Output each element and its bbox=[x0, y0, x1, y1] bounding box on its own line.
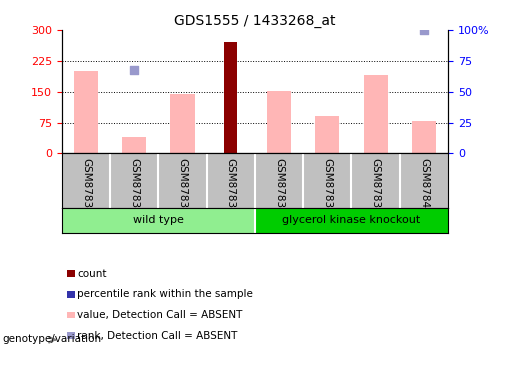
Bar bbox=[315, 116, 339, 153]
Bar bbox=[170, 94, 195, 153]
Text: genotype/variation: genotype/variation bbox=[3, 334, 101, 344]
Bar bbox=[224, 42, 237, 153]
Text: GSM87833: GSM87833 bbox=[81, 158, 91, 214]
Bar bbox=[267, 91, 291, 153]
Bar bbox=[255, 208, 448, 232]
Point bbox=[323, 2, 332, 8]
Text: GSM87840: GSM87840 bbox=[419, 158, 429, 214]
Bar bbox=[122, 137, 146, 153]
Bar bbox=[412, 122, 436, 153]
Text: percentile rank within the sample: percentile rank within the sample bbox=[77, 290, 253, 299]
Text: glycerol kinase knockout: glycerol kinase knockout bbox=[282, 215, 421, 225]
Title: GDS1555 / 1433268_at: GDS1555 / 1433268_at bbox=[174, 13, 336, 28]
Text: GSM87837: GSM87837 bbox=[274, 158, 284, 214]
Text: GSM87838: GSM87838 bbox=[322, 158, 332, 214]
Text: wild type: wild type bbox=[133, 215, 184, 225]
Text: rank, Detection Call = ABSENT: rank, Detection Call = ABSENT bbox=[77, 331, 237, 340]
Text: GSM87834: GSM87834 bbox=[129, 158, 139, 214]
Point bbox=[130, 66, 139, 72]
Bar bbox=[364, 75, 388, 153]
Bar bbox=[62, 208, 255, 232]
Text: GSM87836: GSM87836 bbox=[226, 158, 236, 214]
Text: count: count bbox=[77, 269, 107, 279]
Text: GSM87839: GSM87839 bbox=[371, 158, 381, 214]
Text: value, Detection Call = ABSENT: value, Detection Call = ABSENT bbox=[77, 310, 243, 320]
Point bbox=[420, 27, 428, 33]
Text: GSM87835: GSM87835 bbox=[178, 158, 187, 214]
Bar bbox=[74, 71, 98, 153]
